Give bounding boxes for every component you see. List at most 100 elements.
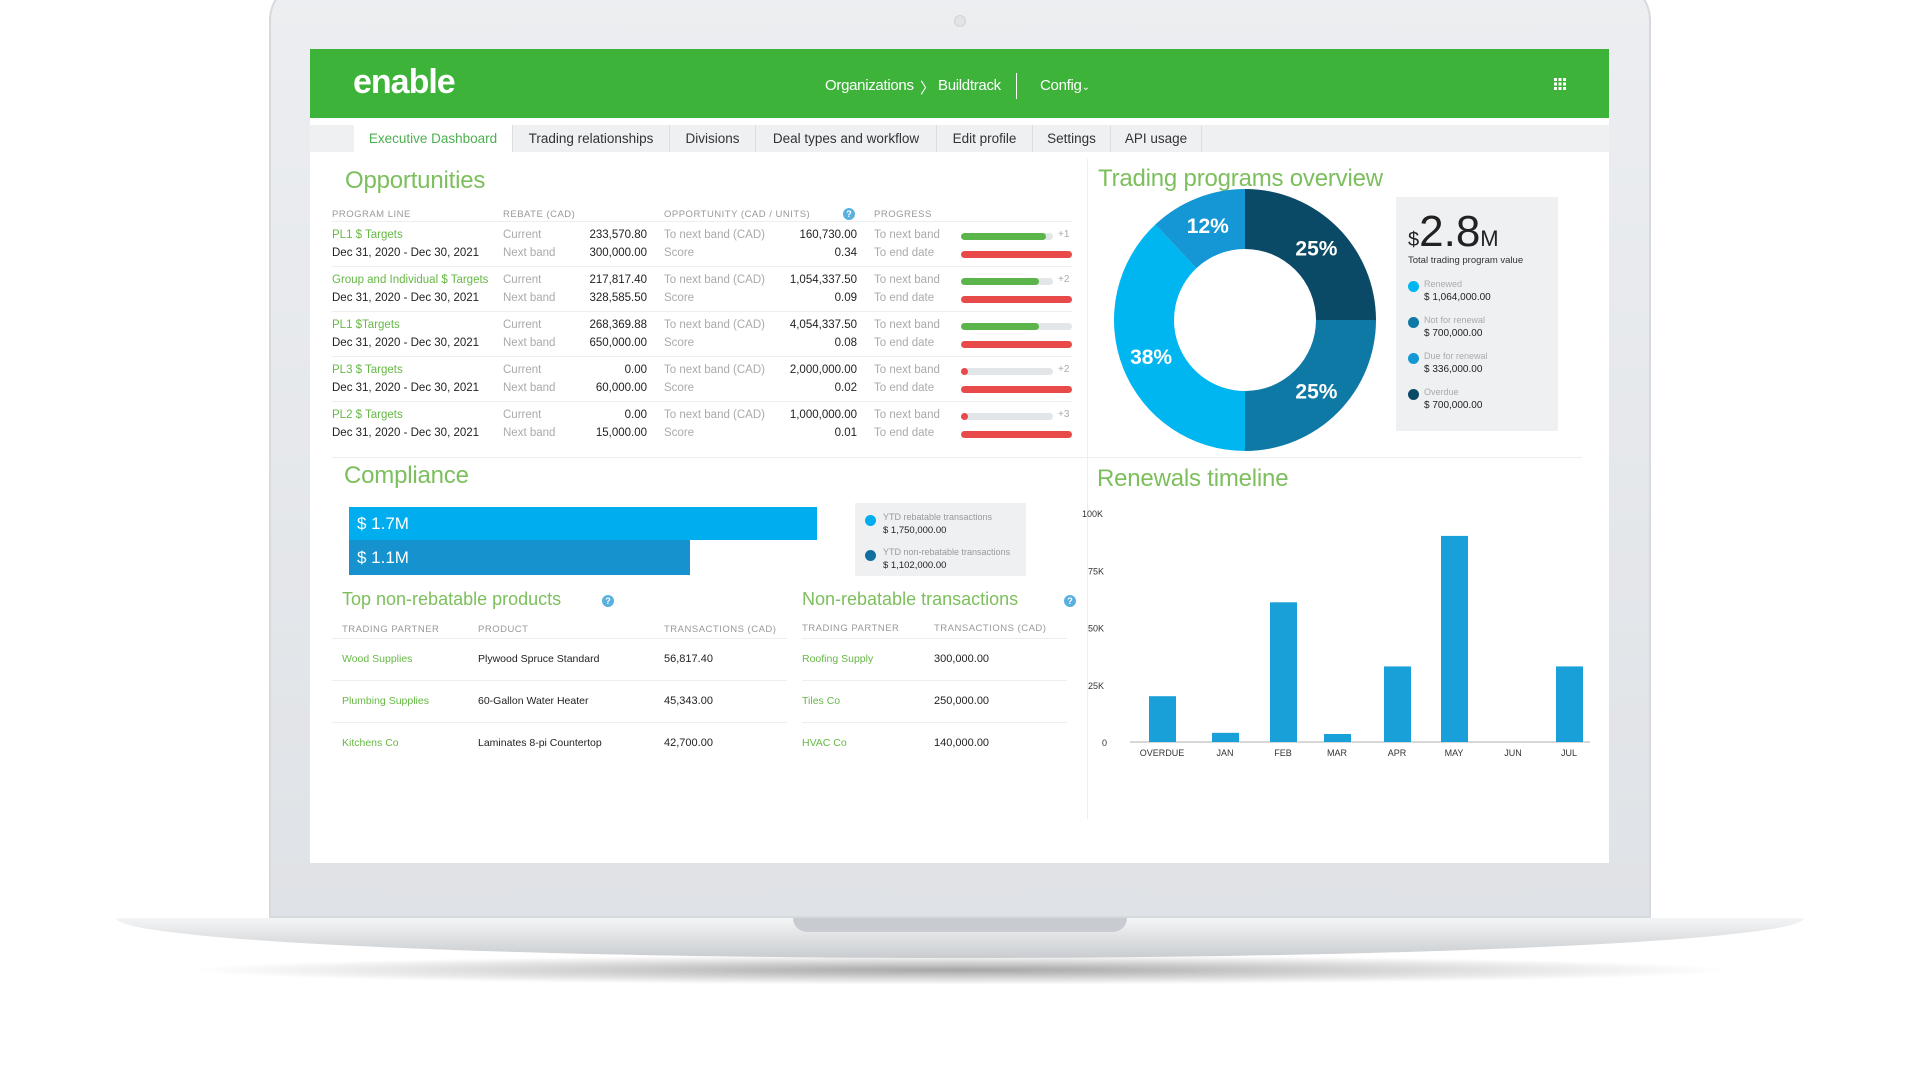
bar-may[interactable] (1441, 535, 1468, 742)
x-tick-label: JAN (1216, 748, 1233, 758)
row-divider (332, 356, 1072, 357)
slice-label: 25% (1295, 238, 1337, 261)
program-dates: Dec 31, 2020 - Dec 30, 2021 (332, 337, 480, 349)
breadcrumb-organizations[interactable]: Organizations (825, 77, 914, 94)
legend-value: $ 1,102,000.00 (883, 560, 947, 571)
product-name: Laminates 8-pi Countertop (478, 737, 602, 749)
program-dates: Dec 31, 2020 - Dec 30, 2021 (332, 382, 480, 394)
compliance-legend: YTD rebatable transactions $ 1,750,000.0… (855, 503, 1026, 576)
next-band-value: 60,000.00 (595, 382, 647, 394)
product-name: 60-Gallon Water Heater (478, 695, 589, 707)
legend-value: $ 1,064,000.00 (1424, 292, 1491, 303)
to-next-band-value: 1,000,000.00 (789, 409, 857, 421)
to-next-band-label: To next band (874, 229, 940, 241)
end-date-bar (961, 296, 1072, 303)
bar-mar[interactable] (1324, 733, 1351, 742)
x-tick-label: APR (1388, 748, 1407, 758)
progress-track (961, 413, 1053, 420)
donut-slice-overdue[interactable] (1245, 189, 1376, 320)
x-tick-label: MAY (1445, 748, 1464, 758)
trading-partner-link[interactable]: Roofing Supply (802, 653, 874, 665)
program-name-link[interactable]: Group and Individual $ Targets (332, 274, 489, 286)
progress-bar (961, 233, 1046, 240)
renewals-bar-chart: 0 25K 50K 75K 100K OVERDUE JAN FEB MAR APR MAY JUN J… (1082, 509, 1590, 758)
breadcrumb-buildtrack[interactable]: Buildtrack (938, 77, 1001, 94)
legend-label: Overdue (1424, 387, 1459, 397)
end-date-bar (961, 251, 1072, 258)
col-product: PRODUCT (478, 624, 529, 635)
tab-deal-types-and-workflow[interactable]: Deal types and workflow (756, 125, 937, 152)
y-tick-label: 25K (1088, 681, 1104, 691)
current-label: Current (503, 409, 542, 421)
row-divider (332, 401, 1072, 402)
help-icon[interactable]: ? (602, 595, 614, 607)
transaction-value: 56,817.40 (664, 653, 713, 665)
col-transactions: TRANSACTIONS (CAD) (934, 623, 1047, 634)
current-value: 0.00 (624, 409, 647, 421)
non-rebatable-bar: $ 1.1M (349, 540, 690, 575)
progress-badge: +2 (1058, 274, 1070, 285)
tab-divisions[interactable]: Divisions (670, 125, 756, 152)
to-next-band-cad-label: To next band (CAD) (664, 274, 765, 286)
trading-partner-link[interactable]: Wood Supplies (342, 653, 413, 665)
vertical-divider (1087, 159, 1088, 819)
trading-partner-link[interactable]: Kitchens Co (342, 737, 399, 749)
current-label: Current (503, 319, 542, 331)
logo[interactable]: enable (353, 63, 456, 101)
help-icon[interactable]: ? (1064, 595, 1076, 607)
bar-apr[interactable] (1384, 666, 1411, 742)
tab-trading-relationships[interactable]: Trading relationships (513, 125, 670, 152)
tab-executive-dashboard[interactable]: Executive Dashboard (354, 125, 513, 152)
x-tick-label: OVERDUE (1140, 748, 1185, 758)
trading-partner-link[interactable]: Plumbing Supplies (342, 695, 429, 707)
trading-partner-link[interactable]: Tiles Co (802, 695, 841, 707)
current-value: 233,570.80 (589, 229, 647, 241)
legend-label: Due for renewal (1424, 351, 1488, 361)
program-name-link[interactable]: PL1 $ Targets (332, 229, 403, 241)
x-tick-label: JUN (1504, 748, 1522, 758)
current-label: Current (503, 229, 542, 241)
program-name-link[interactable]: PL1 $Targets (332, 319, 400, 331)
y-tick-label: 50K (1088, 624, 1104, 634)
tab-settings[interactable]: Settings (1033, 125, 1111, 152)
opportunities-title: Opportunities (345, 167, 486, 194)
next-band-label: Next band (503, 247, 556, 259)
currency: $ (1408, 229, 1420, 251)
legend-label: Not for renewal (1424, 315, 1486, 325)
legend-value: $ 700,000.00 (1424, 328, 1483, 339)
progress-badge: +1 (1058, 229, 1070, 240)
tab-api-usage[interactable]: API usage (1111, 125, 1202, 152)
transaction-value: 42,700.00 (664, 737, 713, 749)
bar-jan[interactable] (1212, 732, 1239, 742)
transaction-value: 140,000.00 (934, 737, 990, 749)
bar-overdue[interactable] (1149, 696, 1176, 742)
donut-slice-not-for-renewal[interactable] (1245, 320, 1376, 451)
product-name: Plywood Spruce Standard (478, 653, 600, 665)
progress-bar (961, 323, 1039, 330)
row-divider (802, 722, 1067, 723)
bar-jul[interactable] (1556, 666, 1583, 742)
next-band-label: Next band (503, 427, 556, 439)
donut-chart: 25% 25% 38% 12% (1114, 189, 1376, 451)
donut-slice-due-for-renewal[interactable] (1155, 189, 1245, 269)
config-menu[interactable]: Config⌄ (1040, 77, 1090, 94)
row-divider (332, 722, 787, 723)
section-divider (332, 457, 1582, 458)
total-suffix: M (1480, 226, 1499, 251)
col-trading-partner: TRADING PARTNER (802, 623, 900, 634)
trading-partner-link[interactable]: HVAC Co (802, 737, 847, 749)
help-icon[interactable]: ? (843, 208, 855, 220)
program-name-link[interactable]: PL2 $ Targets (332, 409, 403, 421)
program-name-link[interactable]: PL3 $ Targets (332, 364, 403, 376)
to-end-date-label: To end date (874, 247, 935, 259)
current-value: 217,817.40 (589, 274, 647, 286)
total-label: Total trading program value (1408, 255, 1524, 266)
tab-edit-profile[interactable]: Edit profile (937, 125, 1033, 152)
donut-slice-renewed[interactable] (1114, 224, 1245, 451)
tab-bar: Executive Dashboard Trading relationships… (310, 125, 1609, 152)
grid-icon[interactable] (1554, 78, 1566, 90)
slice-label: 12% (1187, 215, 1229, 238)
x-tick-label: JUL (1561, 748, 1577, 758)
laptop-notch (793, 918, 1127, 932)
bar-feb[interactable] (1270, 602, 1297, 742)
